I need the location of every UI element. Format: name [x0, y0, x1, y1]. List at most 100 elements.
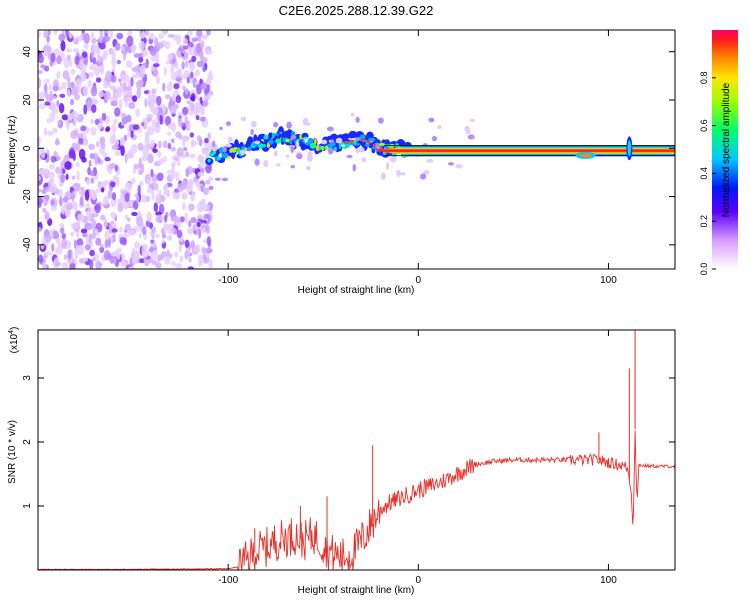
track-speckle: [251, 121, 257, 128]
noise-speckle: [46, 34, 50, 43]
noise-speckle: [49, 183, 57, 194]
noise-speckle: [71, 190, 75, 202]
noise-speckle: [42, 261, 47, 269]
noise-speckle: [175, 34, 182, 45]
noise-speckle: [90, 219, 97, 229]
noise-speckle: [90, 177, 95, 184]
snr-y-multiplier: (x104): [8, 327, 20, 354]
track-speckle: [250, 128, 254, 136]
noise-speckle: [150, 139, 155, 148]
noise-speckle: [89, 170, 95, 177]
track-speckle: [273, 122, 279, 128]
noise-speckle: [91, 257, 96, 262]
noise-speckle: [185, 88, 189, 95]
noise-speckle: [71, 111, 79, 120]
noise-speckle: [43, 83, 48, 94]
noise-speckle: [38, 136, 41, 147]
noise-speckle: [131, 74, 137, 79]
noise-speckle: [71, 86, 78, 97]
noise-speckle: [155, 195, 162, 203]
noise-speckle: [207, 132, 211, 140]
track-peak: [246, 147, 251, 152]
noise-speckle: [190, 89, 196, 95]
noise-speckle: [130, 144, 138, 154]
noise-speckle: [153, 180, 157, 187]
noise-speckle: [141, 154, 149, 162]
noise-speckle: [145, 30, 150, 36]
track-speckle: [307, 151, 313, 158]
noise-speckle: [102, 35, 111, 43]
noise-speckle: [91, 104, 97, 113]
track-speckle: [286, 121, 292, 129]
noise-speckle: [204, 137, 209, 144]
noise-speckle: [120, 112, 126, 119]
noise-speckle: [115, 139, 120, 146]
noise-speckle: [127, 217, 131, 222]
noise-speckle: [85, 176, 91, 186]
noise-speckle: [54, 261, 61, 267]
noise-speckle: [145, 195, 151, 202]
noise-speckle: [84, 43, 89, 50]
track-speckle: [358, 147, 365, 153]
noise-speckle: [189, 132, 194, 138]
noise-speckle: [62, 196, 69, 203]
noise-speckle: [77, 213, 85, 222]
noise-speckle: [146, 179, 151, 185]
noise-speckle: [76, 170, 80, 181]
track-peak: [268, 139, 274, 145]
noise-speckle: [110, 74, 117, 83]
colorbar-tick-label: 0.8: [699, 72, 709, 85]
noise-speckle: [109, 224, 113, 235]
track-speckle: [285, 154, 290, 158]
noise-speckle: [80, 125, 87, 132]
noise-speckle: [172, 194, 180, 200]
noise-speckle: [51, 243, 55, 252]
noise-speckle: [155, 214, 162, 223]
noise-speckle: [43, 78, 50, 84]
noise-speckle: [88, 160, 92, 168]
noise-speckle: [202, 247, 208, 255]
noise-speckle: [151, 190, 155, 201]
noise-speckle: [107, 189, 113, 199]
noise-speckle: [183, 146, 188, 152]
noise-speckle: [195, 115, 200, 121]
noise-speckle: [138, 40, 145, 51]
noise-speckle: [187, 266, 195, 269]
noise-speckle: [38, 69, 43, 75]
noise-speckle: [157, 150, 162, 158]
noise-speckle: [194, 69, 200, 77]
noise-speckle: [166, 249, 170, 257]
track-peak: [207, 158, 211, 163]
noise-speckle: [119, 226, 123, 233]
track-speckle: [214, 177, 221, 181]
noise-speckle: [184, 250, 189, 260]
noise-speckle: [204, 45, 211, 56]
noise-speckle: [84, 244, 91, 251]
noise-speckle: [145, 220, 151, 228]
noise-speckle: [196, 96, 201, 101]
noise-speckle: [200, 40, 205, 49]
noise-speckle: [141, 30, 145, 39]
track-core: [372, 143, 377, 147]
noise-speckle: [131, 95, 138, 102]
noise-speckle: [172, 170, 176, 179]
noise-speckle: [49, 163, 55, 170]
track-peak: [263, 134, 269, 140]
noise-speckle: [196, 60, 204, 68]
noise-speckle: [40, 64, 46, 69]
noise-speckle: [89, 153, 95, 159]
noise-speckle: [38, 226, 42, 233]
noise-speckle: [193, 244, 201, 254]
noise-speckle: [126, 183, 133, 188]
noise-speckle: [137, 142, 144, 151]
y-tick-label: 2: [22, 439, 33, 445]
noise-speckle: [185, 151, 190, 158]
noise-speckle: [164, 41, 171, 50]
track-speckle: [273, 150, 278, 157]
noise-speckle: [107, 238, 111, 248]
noise-speckle: [132, 168, 137, 174]
noise-speckle: [151, 259, 158, 266]
noise-speckle: [61, 205, 65, 215]
noise-speckle: [199, 50, 204, 61]
spectrogram-frame: [37, 29, 676, 270]
